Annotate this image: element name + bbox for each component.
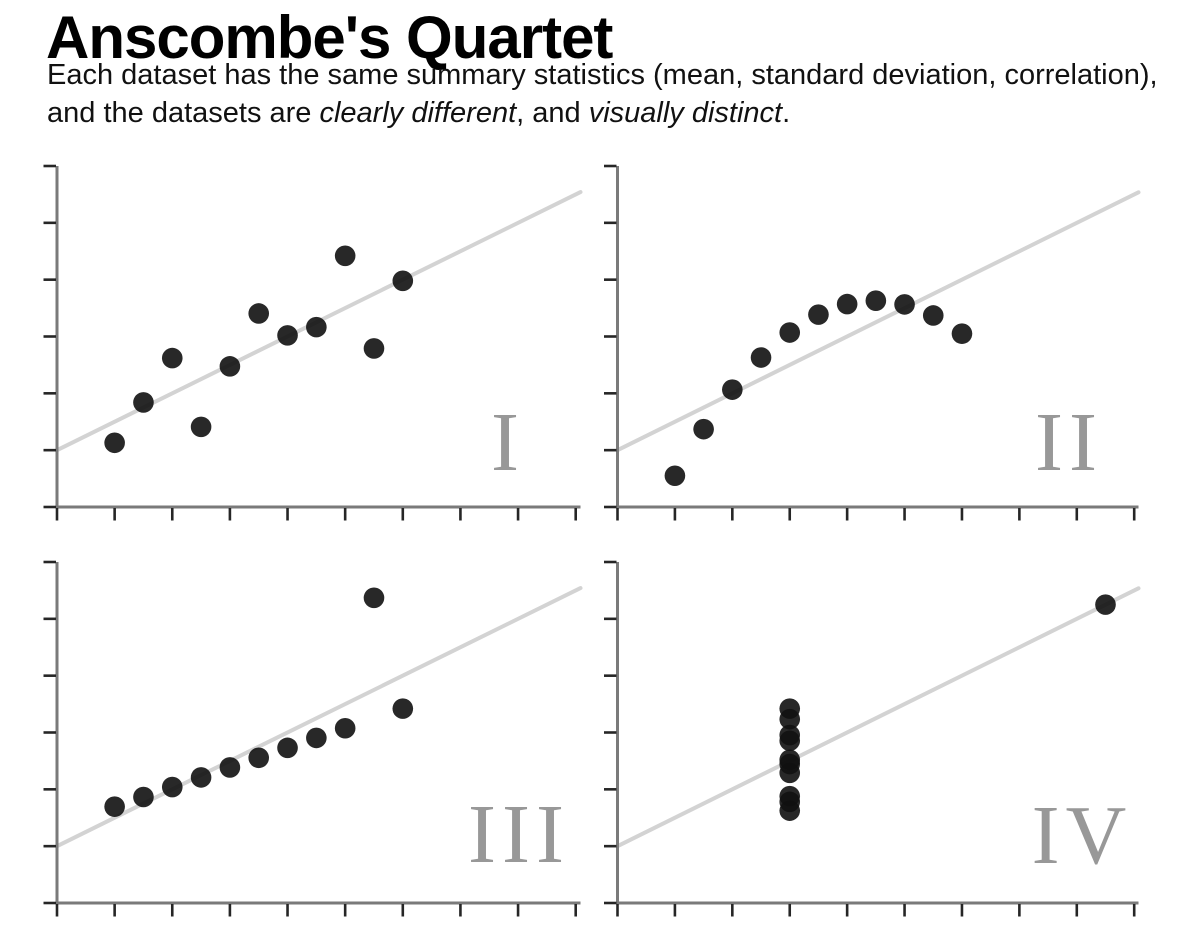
subtitle-text-run: Each dataset has the same summary statis… xyxy=(47,59,1158,129)
plot-II: II xyxy=(604,164,1141,521)
data-point xyxy=(334,245,356,267)
data-point xyxy=(104,796,125,817)
plot-IV: IV xyxy=(604,560,1141,917)
data-point xyxy=(248,303,270,324)
subtitle-italic-run: visually distinct xyxy=(588,96,783,129)
data-point xyxy=(808,304,829,325)
subtitle-text-run: , and xyxy=(516,96,589,129)
data-point xyxy=(161,347,183,369)
data-point xyxy=(306,316,327,338)
data-point xyxy=(392,270,414,292)
data-point xyxy=(779,708,801,730)
data-point xyxy=(664,465,686,487)
data-point xyxy=(363,338,385,359)
plot-numeral-I: I xyxy=(491,396,525,489)
plot-numeral-II: II xyxy=(1035,396,1103,489)
data-point xyxy=(779,753,801,775)
data-point xyxy=(779,724,801,746)
data-point xyxy=(865,290,887,311)
data-point xyxy=(133,786,154,808)
data-point xyxy=(363,587,385,609)
subtitle-italic-run: clearly different xyxy=(319,96,517,129)
data-point xyxy=(248,747,270,769)
data-point xyxy=(219,757,241,778)
data-point xyxy=(836,293,858,315)
page-subtitle: Each dataset has the same summary statis… xyxy=(47,57,1162,132)
plot-numeral-III: III xyxy=(468,788,570,881)
subtitle-text-run: . xyxy=(782,96,791,129)
regression-line xyxy=(615,190,1141,453)
regression-line xyxy=(615,586,1141,849)
data-point xyxy=(306,727,327,749)
data-point xyxy=(1095,594,1116,615)
data-point xyxy=(951,323,973,344)
data-point xyxy=(334,717,356,739)
plot-I: I xyxy=(43,164,583,521)
plot-numeral-IV: IV xyxy=(1032,789,1133,882)
data-point xyxy=(219,356,241,377)
data-point xyxy=(277,325,298,346)
data-point xyxy=(779,322,801,343)
data-point xyxy=(133,392,154,413)
data-point xyxy=(104,432,125,454)
data-point xyxy=(722,379,743,400)
data-point xyxy=(750,347,772,368)
data-point xyxy=(392,698,414,719)
data-point xyxy=(894,294,915,315)
data-point xyxy=(277,737,298,759)
plot-III: III xyxy=(43,560,583,917)
page-title: Anscombe's Quartet xyxy=(46,4,613,71)
data-point xyxy=(922,305,944,326)
data-point xyxy=(779,791,801,813)
data-point xyxy=(161,776,183,798)
data-point xyxy=(190,416,212,438)
data-point xyxy=(693,418,714,440)
data-point xyxy=(190,767,212,788)
